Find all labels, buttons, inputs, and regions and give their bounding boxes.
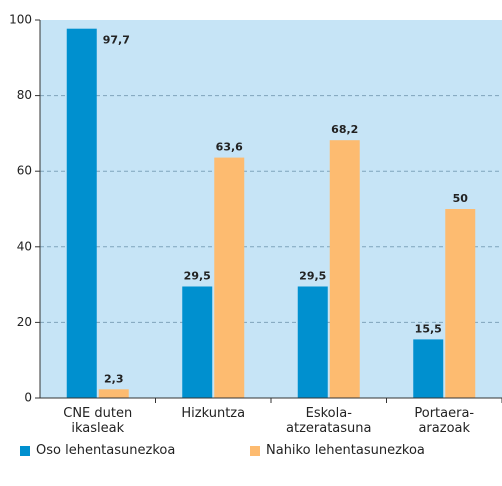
value-label: 50 <box>453 192 469 205</box>
x-tick-label: Eskola-atzeratasuna <box>286 406 372 436</box>
legend-swatch <box>250 445 260 456</box>
legend-label: Oso lehentasunezkoa <box>36 443 176 458</box>
value-label: 63,6 <box>216 141 243 154</box>
legend-swatch <box>20 445 30 456</box>
y-tick-label: 0 <box>24 391 32 405</box>
legend-label: Nahiko lehentasunezkoa <box>266 443 425 458</box>
bar <box>214 157 245 398</box>
bar <box>182 286 213 398</box>
y-tick-label: 40 <box>17 239 32 253</box>
x-tick-label: Hizkuntza <box>181 406 246 421</box>
y-tick-label: 60 <box>17 164 32 178</box>
y-tick-label: 20 <box>17 315 32 329</box>
bar <box>329 140 360 399</box>
y-tick-label: 80 <box>17 88 32 102</box>
bar <box>98 389 129 398</box>
plot-background <box>40 20 502 398</box>
bar <box>66 28 97 398</box>
value-label: 97,7 <box>103 34 130 47</box>
value-label: 15,5 <box>415 322 442 335</box>
bar <box>445 209 476 398</box>
value-label: 29,5 <box>299 269 326 282</box>
value-label: 68,2 <box>331 123 358 136</box>
value-label: 29,5 <box>184 269 211 282</box>
bar <box>413 339 444 398</box>
bar <box>297 286 328 398</box>
legend-item: Oso lehentasunezkoa <box>20 443 175 458</box>
x-tick-label: CNE duten ikasleak <box>63 406 133 436</box>
value-label: 2,3 <box>104 372 124 385</box>
x-tick-label: Portaera-arazoak <box>414 406 475 436</box>
legend-item: Nahiko lehentasunezkoa <box>250 443 425 458</box>
y-tick-label: 100 <box>9 13 32 27</box>
